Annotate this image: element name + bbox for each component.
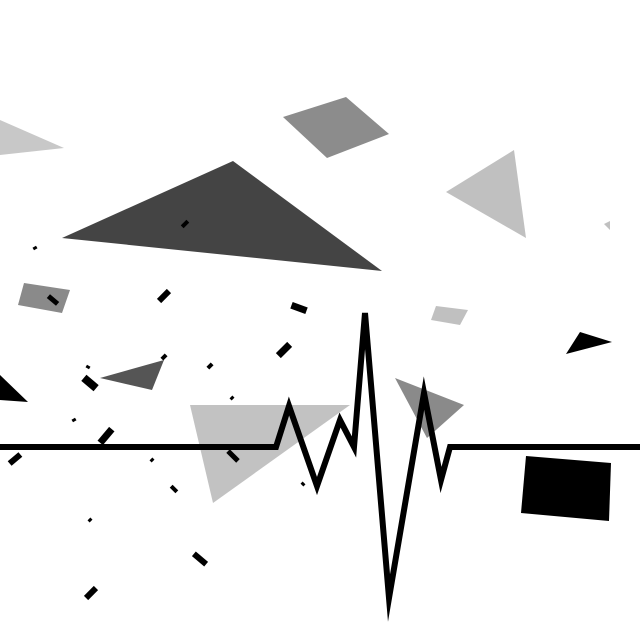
fragment — [229, 395, 235, 401]
fragment — [32, 245, 38, 251]
fragment — [83, 585, 99, 601]
light-gray-small-diamond — [431, 306, 468, 325]
fragment — [149, 457, 155, 463]
heartbeat-line — [0, 312, 640, 622]
light-gray-sliver-right-edge — [604, 221, 610, 230]
fragment — [46, 294, 60, 306]
light-gray-triangle-top-left — [0, 120, 64, 155]
fragment — [156, 288, 172, 304]
fragment — [160, 353, 168, 361]
fragment — [81, 374, 99, 392]
light-gray-large-triangle-bottom — [190, 405, 350, 503]
fragment — [71, 417, 77, 423]
fragment — [206, 362, 214, 370]
dark-gray-large-triangle — [62, 161, 382, 271]
fragment — [290, 301, 308, 315]
light-gray-triangle-top-right — [446, 150, 526, 238]
mid-gray-diamond-top — [283, 97, 389, 158]
fragment — [226, 449, 240, 463]
fragment — [85, 364, 91, 370]
dark-gray-small-triangle — [100, 360, 164, 390]
fragment — [97, 426, 115, 446]
black-rectangle-bottom-right — [521, 456, 611, 521]
fragment — [87, 517, 93, 523]
fragment-group — [7, 219, 308, 601]
fragment — [7, 452, 23, 466]
mid-gray-diamond-left — [18, 283, 70, 313]
black-triangle-right — [566, 332, 612, 354]
fragment — [191, 551, 209, 567]
fragment — [300, 481, 306, 487]
fragment — [180, 219, 190, 229]
fragment — [275, 341, 293, 359]
black-triangle-left-edge — [0, 375, 28, 402]
fragment — [169, 484, 179, 494]
